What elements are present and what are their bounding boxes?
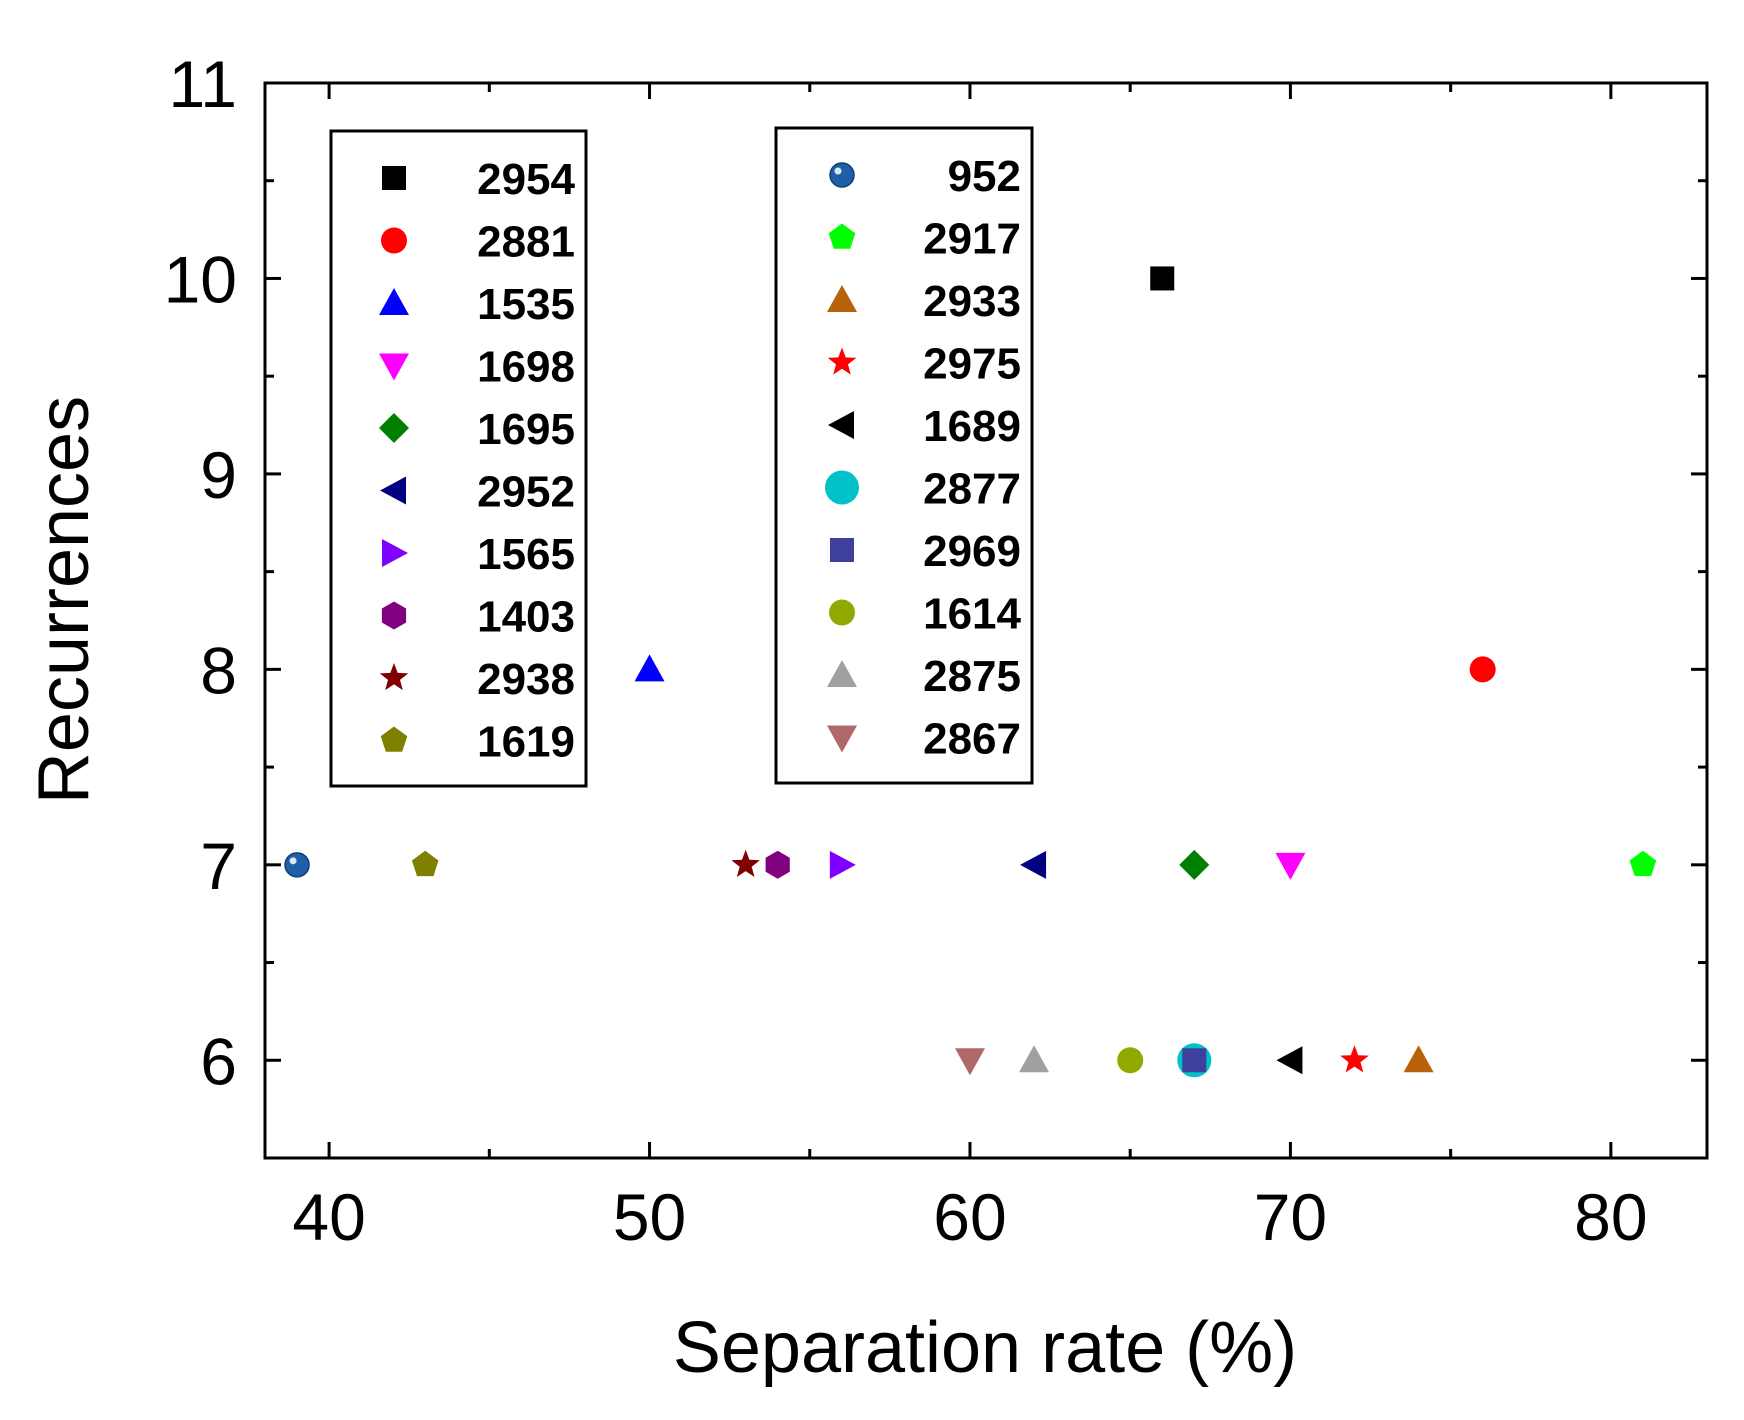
legend-marker-952 <box>829 162 855 188</box>
data-point-2881 <box>1469 656 1496 683</box>
legend-box-2 <box>774 126 1034 785</box>
legend-marker-1565 <box>382 539 408 567</box>
legend-marker-2952 <box>380 476 406 505</box>
y-axis-title: Recurrences <box>24 396 104 804</box>
legend-marker-1689 <box>828 411 854 439</box>
legend-marker-1695 <box>379 413 409 443</box>
legend-marker-2975 <box>827 347 857 375</box>
y-tick-label: 10 <box>164 242 237 316</box>
data-point-1689 <box>1276 1046 1303 1075</box>
legend-label-1619: 1619 <box>477 718 575 767</box>
legend-layer: 2954 2881 1535 1698 1695 2952 1565 1403 2938 1619… <box>329 126 1034 788</box>
data-point-1535 <box>634 654 665 682</box>
data-point-1565 <box>829 850 856 879</box>
x-tick-label: 70 <box>1254 1180 1327 1254</box>
data-point-2875 <box>1019 1045 1050 1073</box>
legend-marker-2867 <box>827 725 857 753</box>
legend-marker-1698 <box>379 353 409 381</box>
legend-label-1535: 1535 <box>477 280 575 329</box>
legend-label-2877: 2877 <box>923 465 1021 514</box>
legend-label-2933: 2933 <box>923 277 1021 326</box>
legend-label-2867: 2867 <box>923 715 1021 764</box>
x-tick-label: 40 <box>292 1180 365 1254</box>
legend-label-2975: 2975 <box>923 340 1021 389</box>
legend-marker-2969 <box>830 538 854 562</box>
legend-label-2938: 2938 <box>477 655 575 704</box>
legend-marker-1619 <box>380 726 408 752</box>
x-tick-label: 80 <box>1574 1180 1647 1254</box>
legend-label-1698: 1698 <box>477 343 575 392</box>
y-tick-label: 6 <box>200 1024 237 1098</box>
plot-frame <box>263 81 1709 1160</box>
legend-marker-2933 <box>827 285 857 312</box>
legend-marker-2954 <box>382 166 406 190</box>
legend-marker-1535 <box>379 288 409 315</box>
data-point-1614 <box>1117 1047 1144 1074</box>
y-tick-label: 9 <box>200 438 237 512</box>
points-layer <box>284 266 1657 1078</box>
legend-marker-2917 <box>828 223 856 249</box>
data-point-2938 <box>731 849 760 877</box>
x-axis-title: Separation rate (%) <box>673 1308 1297 1388</box>
y-tick-label: 8 <box>200 633 237 707</box>
legend-label-1614: 1614 <box>923 590 1021 639</box>
data-point-952-highlight <box>289 857 297 865</box>
data-point-2917 <box>1629 850 1657 877</box>
ticks-layer: 40 50 60 70 80 6 7 8 9 10 11 <box>164 47 1707 1254</box>
legend-marker-1614 <box>829 599 855 626</box>
y-tick-label: 11 <box>168 47 237 121</box>
legend-marker-2875 <box>827 660 857 687</box>
legend-marker-1403 <box>381 601 407 630</box>
data-point-2933 <box>1403 1045 1434 1073</box>
data-point-952 <box>284 852 310 878</box>
legend-marker-952-highlight <box>834 167 842 175</box>
x-tick-label: 50 <box>613 1180 686 1254</box>
legend-label-1403: 1403 <box>477 593 575 642</box>
legend-marker-2877 <box>825 470 859 505</box>
data-point-1698 <box>1275 852 1306 880</box>
legend-marker-2938 <box>379 663 409 691</box>
data-point-2969 <box>1182 1048 1207 1073</box>
data-point-2954 <box>1150 266 1175 291</box>
legend-label-2969: 2969 <box>923 527 1021 576</box>
data-point-1403 <box>765 850 790 879</box>
legend-label-1565: 1565 <box>477 530 575 579</box>
y-tick-label: 7 <box>200 829 237 903</box>
legend-label-2917: 2917 <box>923 215 1021 264</box>
data-point-2952 <box>1020 850 1047 879</box>
legend-label-952: 952 <box>948 152 1021 201</box>
axes-layer <box>263 81 1709 1160</box>
x-tick-label: 60 <box>933 1180 1006 1254</box>
legend-label-2952: 2952 <box>477 468 575 517</box>
data-point-1619 <box>411 850 439 877</box>
legend-label-2875: 2875 <box>923 652 1021 701</box>
legend-label-2881: 2881 <box>477 218 575 267</box>
legend-label-1695: 1695 <box>477 405 575 454</box>
data-point-2975 <box>1340 1045 1369 1073</box>
legend-marker-2881 <box>381 227 407 254</box>
legend-label-1689: 1689 <box>923 402 1021 451</box>
data-point-2867 <box>954 1048 985 1076</box>
legend-label-2954: 2954 <box>477 155 575 204</box>
data-point-1695 <box>1179 849 1210 880</box>
legend-box-1 <box>329 129 588 788</box>
